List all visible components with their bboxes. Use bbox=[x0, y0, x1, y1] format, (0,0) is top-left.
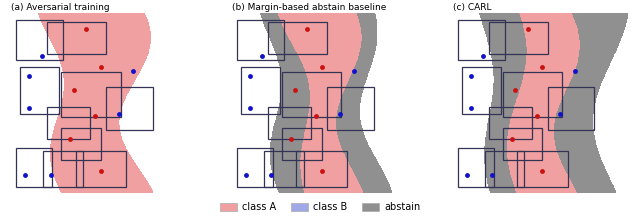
Bar bbox=[61, 72, 120, 117]
Bar bbox=[503, 72, 562, 117]
Bar bbox=[485, 151, 524, 187]
Bar bbox=[241, 67, 280, 114]
Bar bbox=[17, 148, 52, 187]
Bar bbox=[517, 151, 568, 187]
Text: (a) Aversarial training: (a) Aversarial training bbox=[11, 3, 109, 12]
Bar bbox=[61, 128, 101, 160]
Bar bbox=[237, 148, 273, 187]
Bar bbox=[296, 151, 347, 187]
Bar bbox=[237, 20, 284, 60]
Bar bbox=[47, 22, 106, 55]
Text: (c) CARL: (c) CARL bbox=[452, 3, 491, 12]
Bar bbox=[488, 106, 532, 139]
Bar bbox=[44, 151, 83, 187]
Bar bbox=[17, 20, 63, 60]
Bar bbox=[488, 22, 548, 55]
Bar bbox=[20, 67, 60, 114]
Bar bbox=[458, 148, 494, 187]
Legend: class A, class B, abstain: class A, class B, abstain bbox=[216, 199, 424, 216]
Bar bbox=[268, 106, 311, 139]
Bar bbox=[47, 106, 90, 139]
Bar bbox=[503, 128, 543, 160]
Bar bbox=[264, 151, 303, 187]
Bar bbox=[461, 67, 501, 114]
Bar bbox=[327, 87, 374, 130]
Bar bbox=[282, 72, 341, 117]
Bar bbox=[548, 87, 595, 130]
Bar bbox=[458, 20, 505, 60]
Bar bbox=[282, 128, 322, 160]
Bar bbox=[268, 22, 327, 55]
Text: (b) Margin-based abstain baseline: (b) Margin-based abstain baseline bbox=[232, 3, 386, 12]
Bar bbox=[106, 87, 153, 130]
Bar bbox=[76, 151, 126, 187]
